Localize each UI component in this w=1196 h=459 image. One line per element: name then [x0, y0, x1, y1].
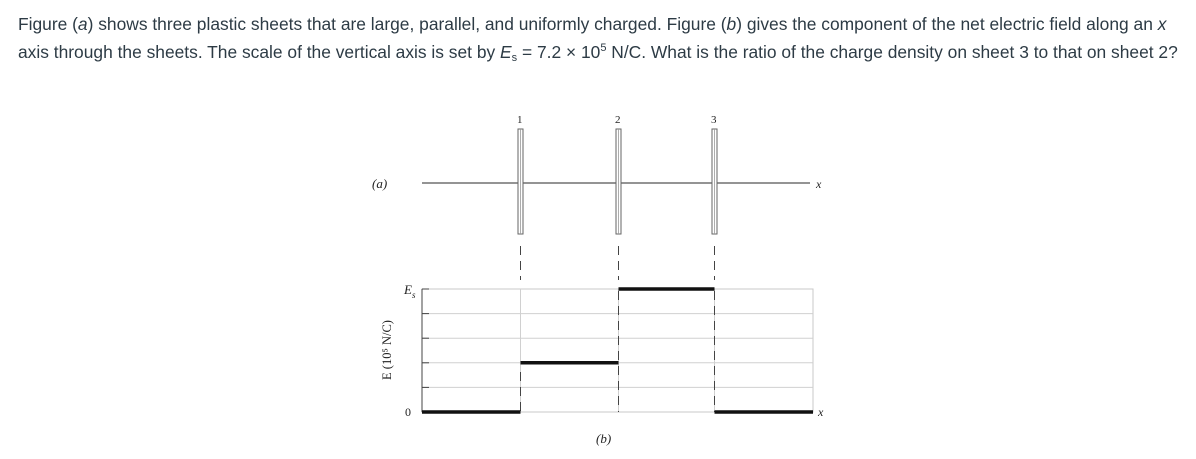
sheet-1-label: 1: [517, 114, 523, 126]
sheet-1: [517, 128, 524, 235]
x-axis-b-label: x: [817, 405, 824, 419]
sheet-2: [615, 128, 622, 235]
x-axis-a-label: x: [815, 177, 822, 191]
sheet-3: [711, 128, 718, 235]
question-text: Figure (a) shows three plastic sheets th…: [18, 14, 1178, 64]
field-plot: [422, 287, 813, 414]
panel-b-label: (b): [596, 431, 611, 446]
panel-a-label: (a): [372, 176, 387, 191]
sheet-2-label: 2: [615, 114, 621, 126]
grid-panel-b: [421, 288, 814, 413]
y-axis-label: E (10⁵ N/C): [380, 320, 394, 380]
y-tick-label-es: Es: [403, 282, 416, 300]
y-tick-label-zero: 0: [405, 405, 411, 419]
sheet-3-label: 3: [711, 114, 717, 126]
